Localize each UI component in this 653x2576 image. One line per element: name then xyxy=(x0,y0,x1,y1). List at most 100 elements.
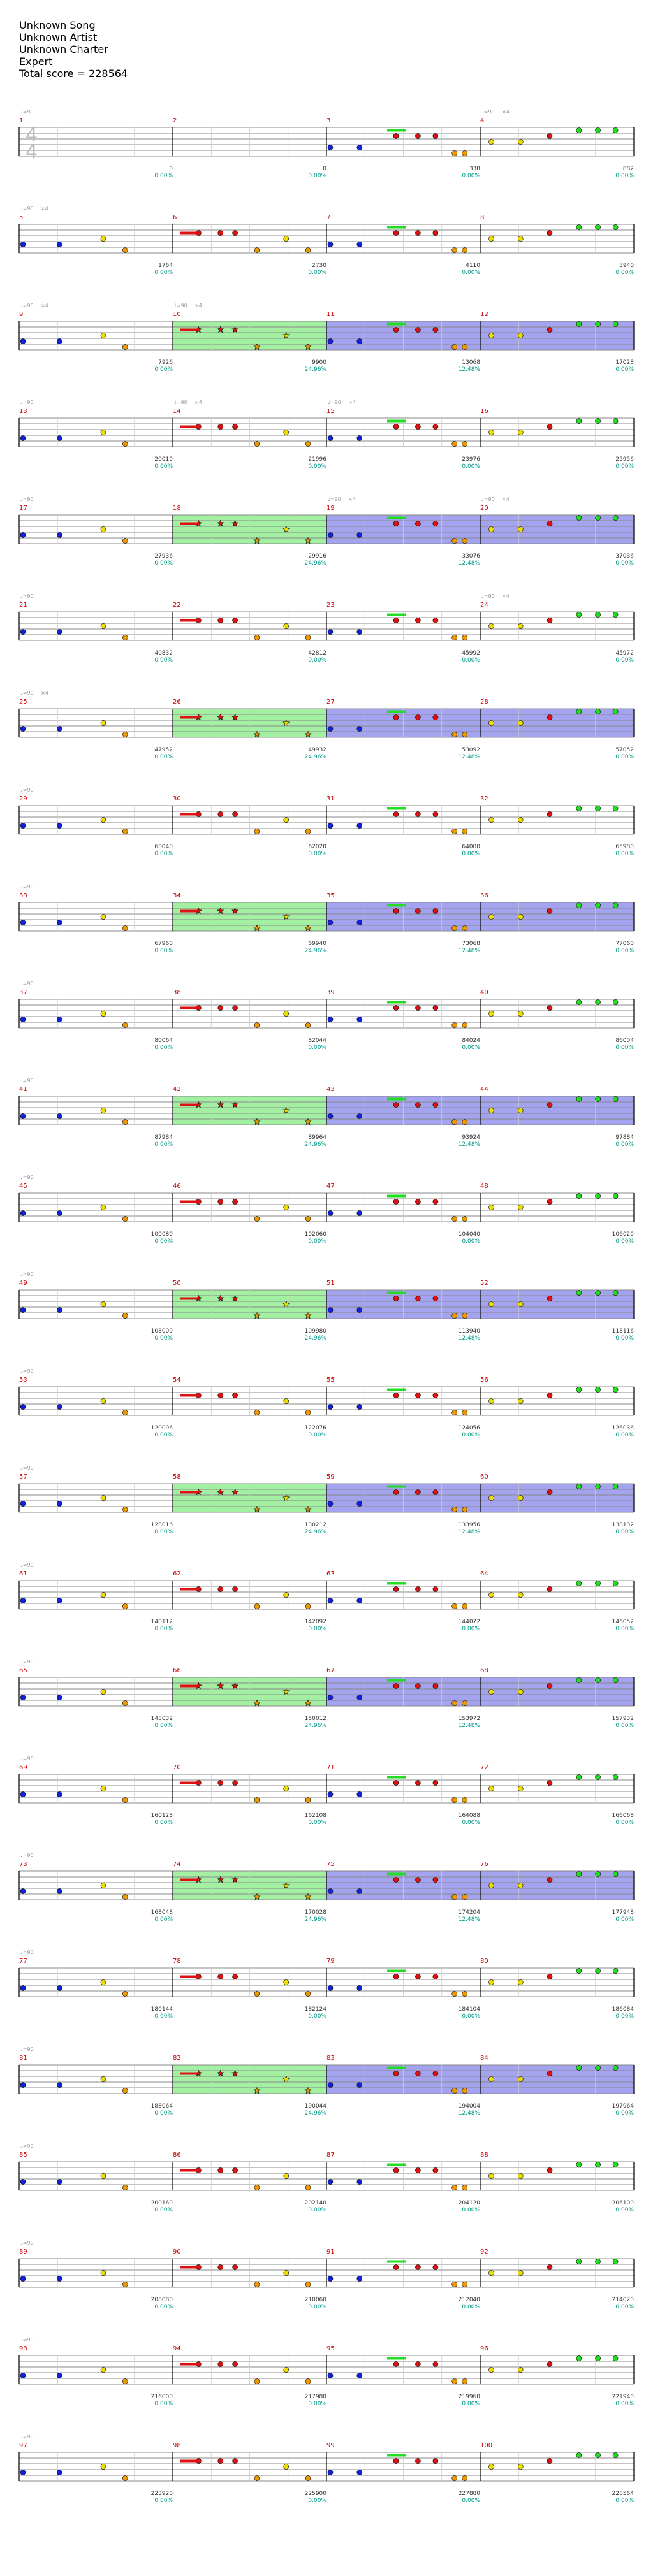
note xyxy=(254,829,260,834)
note xyxy=(576,2355,582,2361)
note xyxy=(576,1387,582,1393)
measure-score: 57052 xyxy=(615,747,634,753)
note xyxy=(488,2173,494,2179)
measure-number: 75 xyxy=(326,1861,335,1868)
note xyxy=(576,418,582,424)
star-note xyxy=(217,2069,224,2077)
note xyxy=(122,247,128,253)
note xyxy=(100,333,106,338)
measure-number: 93 xyxy=(19,2345,27,2352)
note xyxy=(595,1290,601,1296)
measure-percent: 0.00% xyxy=(154,1626,173,1632)
multiplier-label: ×4 xyxy=(41,690,48,696)
measure-number: 29 xyxy=(19,795,27,802)
note xyxy=(254,635,260,640)
note xyxy=(488,1592,494,1598)
measure-number: 98 xyxy=(173,2442,181,2449)
note xyxy=(232,1586,238,1592)
tempo-label: ♩=90 xyxy=(20,206,34,212)
note xyxy=(462,1216,467,1222)
measure-percent: 0.00% xyxy=(615,2013,634,2020)
tempo-label: ♩=90 xyxy=(20,1756,34,1762)
note xyxy=(415,1005,421,1011)
note xyxy=(305,2185,311,2190)
note xyxy=(612,1484,619,1489)
measure-percent: 0.00% xyxy=(308,2304,326,2310)
measure-number: 82 xyxy=(173,2055,181,2062)
sustain-tail xyxy=(180,716,197,719)
sustain-tail xyxy=(180,1394,197,1397)
tempo-label: ♩=90 xyxy=(481,109,495,115)
note xyxy=(100,526,106,532)
measure-score: 49932 xyxy=(308,747,326,753)
sustain-tail xyxy=(180,2169,197,2172)
measure-number: 38 xyxy=(173,989,181,996)
tempo-label: ♩=90 xyxy=(481,593,495,599)
note xyxy=(232,811,238,817)
note xyxy=(327,629,334,635)
tempo-label: ♩=90 xyxy=(481,496,495,502)
note xyxy=(576,1581,582,1586)
measure-number: 20 xyxy=(480,505,488,512)
note xyxy=(547,618,553,623)
time-signature-top: 4 xyxy=(26,124,38,147)
note xyxy=(488,139,494,145)
measure-score: 42812 xyxy=(308,650,326,656)
note xyxy=(488,430,494,435)
measure-number: 19 xyxy=(326,505,335,512)
measure-score: 73068 xyxy=(462,941,480,947)
note xyxy=(462,441,467,447)
note xyxy=(517,236,524,242)
measure-number: 51 xyxy=(326,1280,335,1287)
measure-score: 180144 xyxy=(151,2006,173,2013)
note xyxy=(20,1888,26,1894)
note xyxy=(576,1484,582,1489)
measure-number: 24 xyxy=(480,602,488,609)
measure-number: 56 xyxy=(480,1377,488,1384)
note xyxy=(432,1780,439,1786)
note xyxy=(20,1113,26,1119)
measure-percent: 12.48% xyxy=(459,1916,481,1923)
note xyxy=(517,2076,524,2082)
measure-percent: 0.00% xyxy=(308,657,326,663)
star-note xyxy=(282,525,290,533)
measure-percent: 0.00% xyxy=(308,1432,326,1438)
note xyxy=(451,2282,457,2287)
note xyxy=(356,1791,363,1797)
note xyxy=(327,2470,334,2475)
measure-percent: 24.96% xyxy=(305,1529,327,1535)
note xyxy=(595,1387,601,1393)
note xyxy=(595,2162,601,2167)
measure-score: 108000 xyxy=(151,1328,173,1335)
note xyxy=(415,1683,421,1689)
note xyxy=(576,515,582,521)
note xyxy=(254,1991,260,1997)
note xyxy=(462,538,467,544)
measure-number: 21 xyxy=(19,602,27,609)
multiplier-label: ×4 xyxy=(348,496,356,502)
note xyxy=(305,1603,311,1609)
note xyxy=(100,1011,106,1017)
measure-score: 124056 xyxy=(459,1425,481,1431)
measure-percent: 0.00% xyxy=(308,1238,326,1245)
measure-score: 174204 xyxy=(459,1909,481,1916)
note xyxy=(232,2361,238,2367)
measure-percent: 12.48% xyxy=(459,948,481,954)
note xyxy=(462,1022,467,1028)
note xyxy=(432,1974,439,1979)
note xyxy=(432,133,439,139)
note xyxy=(56,1695,62,1700)
measure-number: 27 xyxy=(326,698,335,706)
note xyxy=(356,2179,363,2185)
note xyxy=(451,538,457,544)
star-note xyxy=(253,730,261,738)
note xyxy=(283,236,290,242)
note xyxy=(327,2179,334,2185)
note xyxy=(451,441,457,447)
note xyxy=(20,1307,26,1313)
tempo-label: ♩=90 xyxy=(20,303,34,308)
note xyxy=(612,806,619,811)
note xyxy=(393,1586,399,1592)
tempo-label: ♩=90 xyxy=(20,2434,34,2440)
measure-number: 43 xyxy=(326,1086,335,1093)
